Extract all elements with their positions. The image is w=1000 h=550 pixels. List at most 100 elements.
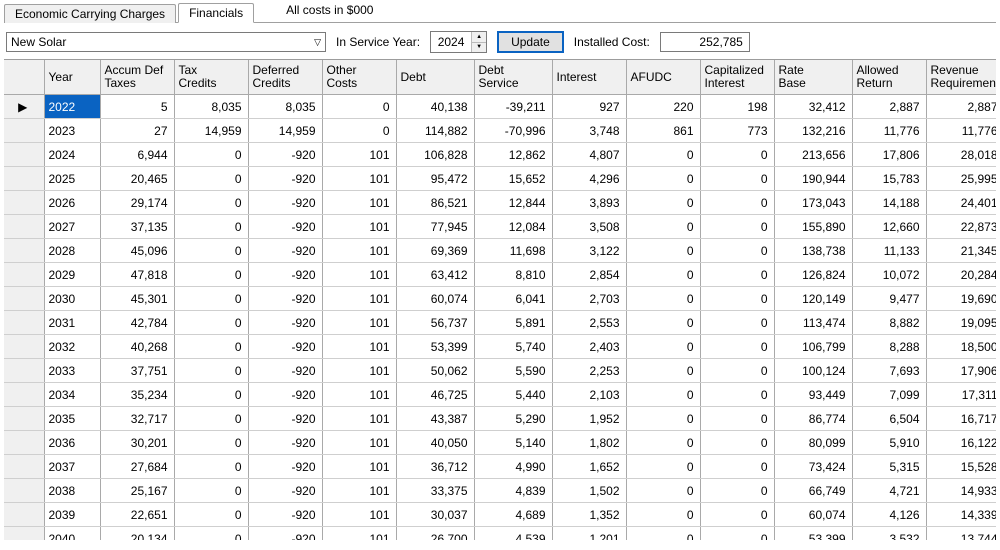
cell-value[interactable]: 0	[700, 383, 774, 407]
cell-value[interactable]: 21,345	[926, 239, 996, 263]
cell-value[interactable]: 60,074	[774, 503, 852, 527]
cell-value[interactable]: 20,284	[926, 263, 996, 287]
cell-value[interactable]: 63,412	[396, 263, 474, 287]
cell-value[interactable]: 2,553	[552, 311, 626, 335]
cell-value[interactable]: 106,799	[774, 335, 852, 359]
row-indicator[interactable]	[4, 239, 44, 263]
cell-value[interactable]: 3,532	[852, 527, 926, 541]
cell-value[interactable]: 43,387	[396, 407, 474, 431]
cell-value[interactable]: -920	[248, 143, 322, 167]
row-indicator[interactable]	[4, 431, 44, 455]
cell-value[interactable]: 17,311	[926, 383, 996, 407]
cell-value[interactable]: 25,995	[926, 167, 996, 191]
cell-value[interactable]: 33,375	[396, 479, 474, 503]
cell-value[interactable]: 40,268	[100, 335, 174, 359]
data-grid[interactable]: YearAccum DefTaxesTaxCreditsDeferredCred…	[4, 60, 996, 540]
cell-year[interactable]: 2023	[44, 119, 100, 143]
cell-value[interactable]: 35,234	[100, 383, 174, 407]
cell-value[interactable]: 4,539	[474, 527, 552, 541]
cell-value[interactable]: 5	[100, 95, 174, 119]
cell-value[interactable]: 101	[322, 527, 396, 541]
cell-year[interactable]: 2033	[44, 359, 100, 383]
cell-value[interactable]: 4,689	[474, 503, 552, 527]
cell-value[interactable]: 0	[626, 239, 700, 263]
cell-value[interactable]: 11,133	[852, 239, 926, 263]
row-indicator[interactable]	[4, 383, 44, 407]
cell-value[interactable]: 45,301	[100, 287, 174, 311]
cell-value[interactable]: -920	[248, 527, 322, 541]
cell-value[interactable]: 0	[174, 143, 248, 167]
table-row[interactable]: 202629,1740-92010186,52112,8443,89300173…	[4, 191, 996, 215]
cell-year[interactable]: 2034	[44, 383, 100, 407]
column-header[interactable]: Accum DefTaxes	[100, 60, 174, 95]
cell-value[interactable]: 0	[174, 215, 248, 239]
cell-value[interactable]: 4,990	[474, 455, 552, 479]
table-row[interactable]: 203727,6840-92010136,7124,9901,6520073,4…	[4, 455, 996, 479]
cell-year[interactable]: 2030	[44, 287, 100, 311]
row-indicator[interactable]	[4, 191, 44, 215]
cell-value[interactable]: 113,474	[774, 311, 852, 335]
cell-value[interactable]: 101	[322, 431, 396, 455]
row-indicator[interactable]	[4, 263, 44, 287]
cell-value[interactable]: 27,684	[100, 455, 174, 479]
cell-value[interactable]: 0	[700, 263, 774, 287]
cell-value[interactable]: 138,738	[774, 239, 852, 263]
cell-value[interactable]: 0	[174, 263, 248, 287]
cell-value[interactable]: 12,862	[474, 143, 552, 167]
cell-year[interactable]: 2022	[44, 95, 100, 119]
cell-value[interactable]: -920	[248, 431, 322, 455]
cell-value[interactable]: 28,018	[926, 143, 996, 167]
row-indicator[interactable]	[4, 143, 44, 167]
cell-value[interactable]: 5,140	[474, 431, 552, 455]
cell-value[interactable]: 24,401	[926, 191, 996, 215]
cell-value[interactable]: 101	[322, 335, 396, 359]
cell-year[interactable]: 2036	[44, 431, 100, 455]
cell-value[interactable]: -920	[248, 287, 322, 311]
cell-value[interactable]: 47,818	[100, 263, 174, 287]
cell-value[interactable]: 4,807	[552, 143, 626, 167]
cell-value[interactable]: 2,887	[852, 95, 926, 119]
cell-value[interactable]: 0	[626, 215, 700, 239]
tab-economic-carrying-charges[interactable]: Economic Carrying Charges	[4, 4, 176, 23]
cell-value[interactable]: 0	[700, 431, 774, 455]
cell-value[interactable]: 46,725	[396, 383, 474, 407]
cell-value[interactable]: -920	[248, 479, 322, 503]
cell-value[interactable]: 101	[322, 239, 396, 263]
table-row[interactable]: 202947,8180-92010163,4128,8102,85400126,…	[4, 263, 996, 287]
cell-value[interactable]: 32,717	[100, 407, 174, 431]
cell-value[interactable]: 8,882	[852, 311, 926, 335]
cell-value[interactable]: 0	[700, 527, 774, 541]
cell-value[interactable]: 1,652	[552, 455, 626, 479]
cell-value[interactable]: 20,134	[100, 527, 174, 541]
cell-value[interactable]: 22,651	[100, 503, 174, 527]
cell-value[interactable]: 7,099	[852, 383, 926, 407]
table-row[interactable]: 203337,7510-92010150,0625,5902,25300100,…	[4, 359, 996, 383]
cell-value[interactable]: 4,721	[852, 479, 926, 503]
year-step-down[interactable]: ▼	[472, 42, 486, 53]
cell-value[interactable]: 2,103	[552, 383, 626, 407]
cell-value[interactable]: 0	[174, 431, 248, 455]
cell-year[interactable]: 2029	[44, 263, 100, 287]
cell-value[interactable]: 1,352	[552, 503, 626, 527]
cell-value[interactable]: 2,253	[552, 359, 626, 383]
cell-value[interactable]: 0	[626, 335, 700, 359]
cell-value[interactable]: 0	[700, 455, 774, 479]
cell-value[interactable]: 66,749	[774, 479, 852, 503]
cell-value[interactable]: 0	[174, 239, 248, 263]
cell-value[interactable]: 2,887	[926, 95, 996, 119]
column-header[interactable]: AFUDC	[626, 60, 700, 95]
table-row[interactable]: 203922,6510-92010130,0374,6891,3520060,0…	[4, 503, 996, 527]
cell-value[interactable]: 40,050	[396, 431, 474, 455]
in-service-year-input[interactable]	[431, 32, 471, 52]
cell-value[interactable]: 18,500	[926, 335, 996, 359]
cell-value[interactable]: 86,521	[396, 191, 474, 215]
cell-value[interactable]: 16,717	[926, 407, 996, 431]
cell-value[interactable]: -920	[248, 263, 322, 287]
cell-value[interactable]: 100,124	[774, 359, 852, 383]
cell-value[interactable]: 0	[174, 479, 248, 503]
cell-value[interactable]: 77,945	[396, 215, 474, 239]
cell-value[interactable]: -920	[248, 239, 322, 263]
cell-value[interactable]: 27	[100, 119, 174, 143]
cell-value[interactable]: 3,122	[552, 239, 626, 263]
cell-value[interactable]: 6,041	[474, 287, 552, 311]
